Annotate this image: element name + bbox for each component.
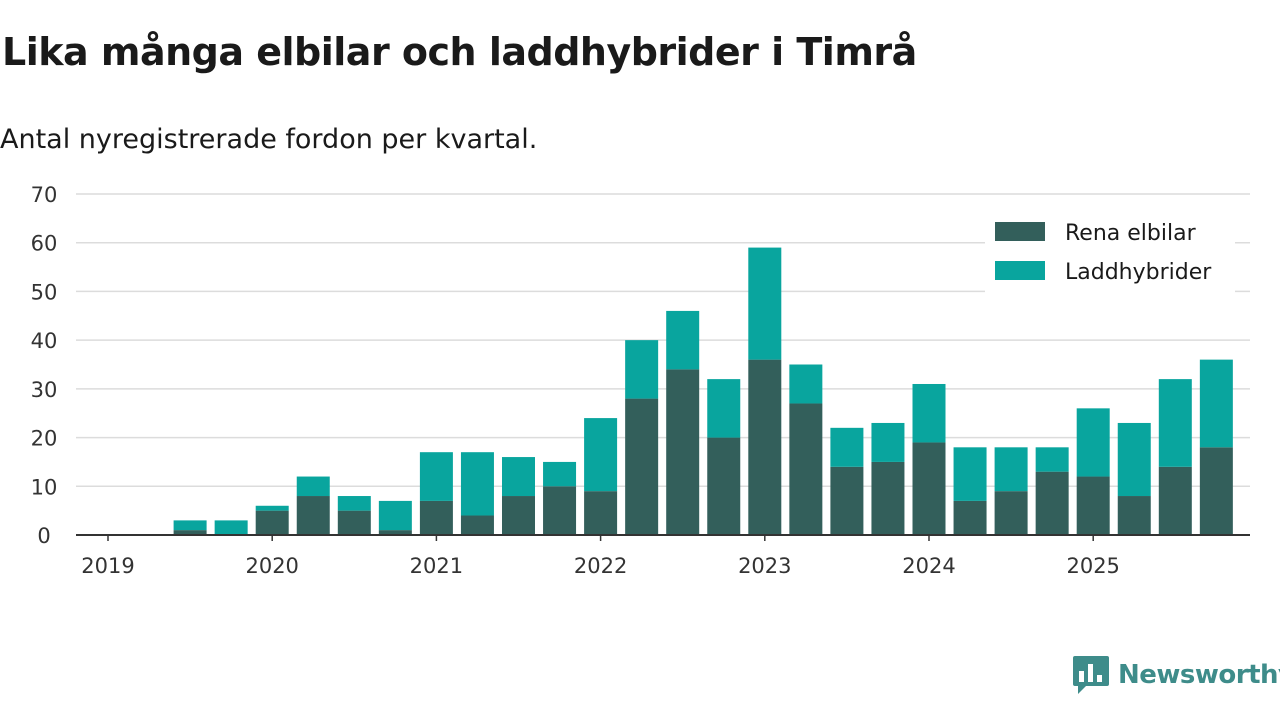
newsworthy-logo-icon xyxy=(1073,656,1109,694)
bar-laddhybrider xyxy=(707,379,741,438)
bar-laddhybrider xyxy=(912,383,946,443)
bar-rena-elbilar xyxy=(1117,496,1151,535)
bar-rena-elbilar xyxy=(707,437,741,535)
bar-rena-elbilar xyxy=(543,486,577,535)
bar-laddhybrider xyxy=(1199,359,1233,448)
bar-rena-elbilar xyxy=(953,500,987,535)
bar-laddhybrider xyxy=(460,452,494,516)
brand-name: Newsworthy xyxy=(1118,660,1280,690)
bar-rena-elbilar xyxy=(830,466,864,535)
bar-laddhybrider xyxy=(337,496,371,511)
bar-rena-elbilar xyxy=(502,496,535,535)
bar-laddhybrider xyxy=(625,340,659,399)
bar-laddhybrider xyxy=(748,247,782,360)
bar-rena-elbilar xyxy=(871,461,905,535)
legend-swatch xyxy=(995,222,1045,241)
bar-rena-elbilar xyxy=(584,491,618,535)
bar-laddhybrider xyxy=(173,520,207,531)
y-tick-label: 0 xyxy=(37,524,50,548)
bar-laddhybrider xyxy=(255,505,289,511)
bar-laddhybrider xyxy=(419,452,453,501)
legend: Rena elbilar Laddhybrider xyxy=(985,209,1235,293)
bar-laddhybrider xyxy=(214,520,248,535)
bar-rena-elbilar xyxy=(625,398,659,535)
bar-laddhybrider xyxy=(871,422,905,462)
bar-laddhybrider xyxy=(830,427,864,467)
chart-subtitle: Antal nyregistrerade fordon per kvartal. xyxy=(0,124,538,155)
bar-laddhybrider xyxy=(666,310,700,370)
bar-laddhybrider xyxy=(1158,379,1192,467)
bar-laddhybrider xyxy=(1117,422,1151,497)
y-tick-label: 30 xyxy=(31,378,58,402)
legend-swatch xyxy=(995,261,1045,280)
y-tick-label: 20 xyxy=(31,427,58,451)
bar-rena-elbilar xyxy=(419,500,453,535)
x-tick-label: 2021 xyxy=(410,554,463,578)
legend-label: Rena elbilar xyxy=(1065,221,1197,246)
bar-rena-elbilar xyxy=(173,530,207,535)
y-tick-label: 50 xyxy=(31,280,58,304)
y-tick-label: 60 xyxy=(31,232,58,256)
bar-rena-elbilar xyxy=(789,403,823,535)
bar-laddhybrider xyxy=(296,476,330,497)
chart-title: Lika många elbilar och laddhybrider i Ti… xyxy=(2,30,917,74)
bar-laddhybrider xyxy=(1076,408,1110,477)
y-tick-label: 10 xyxy=(31,475,58,499)
bar-laddhybrider xyxy=(789,364,823,404)
legend-label: Laddhybrider xyxy=(1065,260,1212,285)
bar-rena-elbilar xyxy=(296,496,330,535)
bar-rena-elbilar xyxy=(378,530,412,535)
x-tick-label: 2023 xyxy=(738,554,791,578)
bar-laddhybrider xyxy=(994,447,1028,492)
x-axis: 2019 2020 2021 2022 2023 2024 2025 xyxy=(76,534,1250,578)
bar-rena-elbilar xyxy=(1076,476,1110,535)
x-tick-label: 2025 xyxy=(1066,554,1119,578)
bar-rena-elbilar xyxy=(460,515,494,535)
bar-rena-elbilar xyxy=(994,491,1028,535)
y-tick-label: 70 xyxy=(31,183,58,207)
bar-rena-elbilar xyxy=(1199,447,1233,535)
newsworthy-brand: Newsworthy xyxy=(1072,654,1280,696)
bar-rena-elbilar xyxy=(912,442,946,535)
bar-laddhybrider xyxy=(378,500,412,531)
y-tick-label: 40 xyxy=(31,329,58,353)
bar-rena-elbilar xyxy=(1035,471,1069,535)
bar-rena-elbilar xyxy=(255,510,289,535)
x-tick-label: 2020 xyxy=(245,554,298,578)
x-tick-label: 2019 xyxy=(81,554,134,578)
x-tick-label: 2024 xyxy=(902,554,955,578)
bar-laddhybrider xyxy=(543,461,577,487)
bar-rena-elbilar xyxy=(1158,466,1192,535)
bar-laddhybrider xyxy=(953,447,987,501)
bar-rena-elbilar xyxy=(666,369,700,535)
y-axis-ticks: 0 10 20 30 40 50 60 70 xyxy=(31,183,58,548)
bar-rena-elbilar xyxy=(748,359,782,535)
bar-rena-elbilar xyxy=(337,510,371,535)
bar-laddhybrider xyxy=(502,457,535,497)
bars xyxy=(173,247,1233,535)
bar-laddhybrider xyxy=(1035,447,1069,472)
bar-laddhybrider xyxy=(584,418,618,492)
x-tick-label: 2022 xyxy=(574,554,627,578)
